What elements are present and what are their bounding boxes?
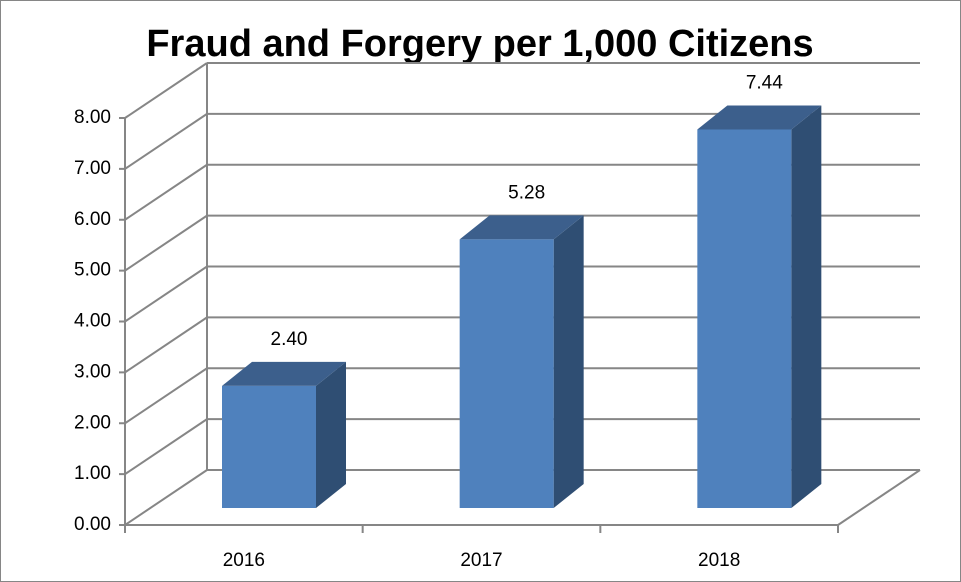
y-tick-label: 4.00 (74, 311, 111, 332)
data-label: 7.44 (746, 73, 783, 94)
bar (222, 385, 316, 508)
grid-line (124, 214, 208, 272)
x-tick-label: 2017 (460, 550, 502, 571)
floor-edge (837, 469, 921, 526)
bar (459, 239, 554, 508)
y-tick-label: 5.00 (74, 260, 111, 281)
y-tick-label: 8.00 (74, 107, 111, 128)
data-label: 2.40 (271, 329, 308, 350)
y-tick-label: 3.00 (74, 361, 111, 382)
bar-side (791, 105, 822, 509)
x-tick-label: 2018 (698, 550, 740, 571)
data-label: 5.28 (508, 182, 545, 203)
bar-side (316, 361, 346, 508)
grid-line (124, 62, 208, 119)
y-tick-label: 6.00 (74, 209, 111, 230)
y-tick-label: 2.00 (74, 412, 111, 433)
y-tick-label: 1.00 (74, 463, 111, 484)
grid-line (124, 418, 208, 475)
bar-top (459, 215, 584, 240)
grid-line (124, 316, 208, 374)
x-tick-label: 2016 (223, 550, 265, 571)
chart-title: Fraud and Forgery per 1,000 Citizens (146, 23, 813, 65)
grid-line (124, 265, 208, 323)
bar-top (697, 105, 822, 130)
bar-top (222, 361, 346, 386)
bar-side (553, 215, 584, 508)
grid-line (124, 469, 208, 526)
y-tick-label: 0.00 (74, 514, 111, 535)
grid-line (124, 367, 208, 425)
bar (697, 129, 792, 509)
y-tick-label: 7.00 (74, 158, 111, 179)
grid-line (124, 113, 208, 170)
grid-line (124, 163, 208, 221)
